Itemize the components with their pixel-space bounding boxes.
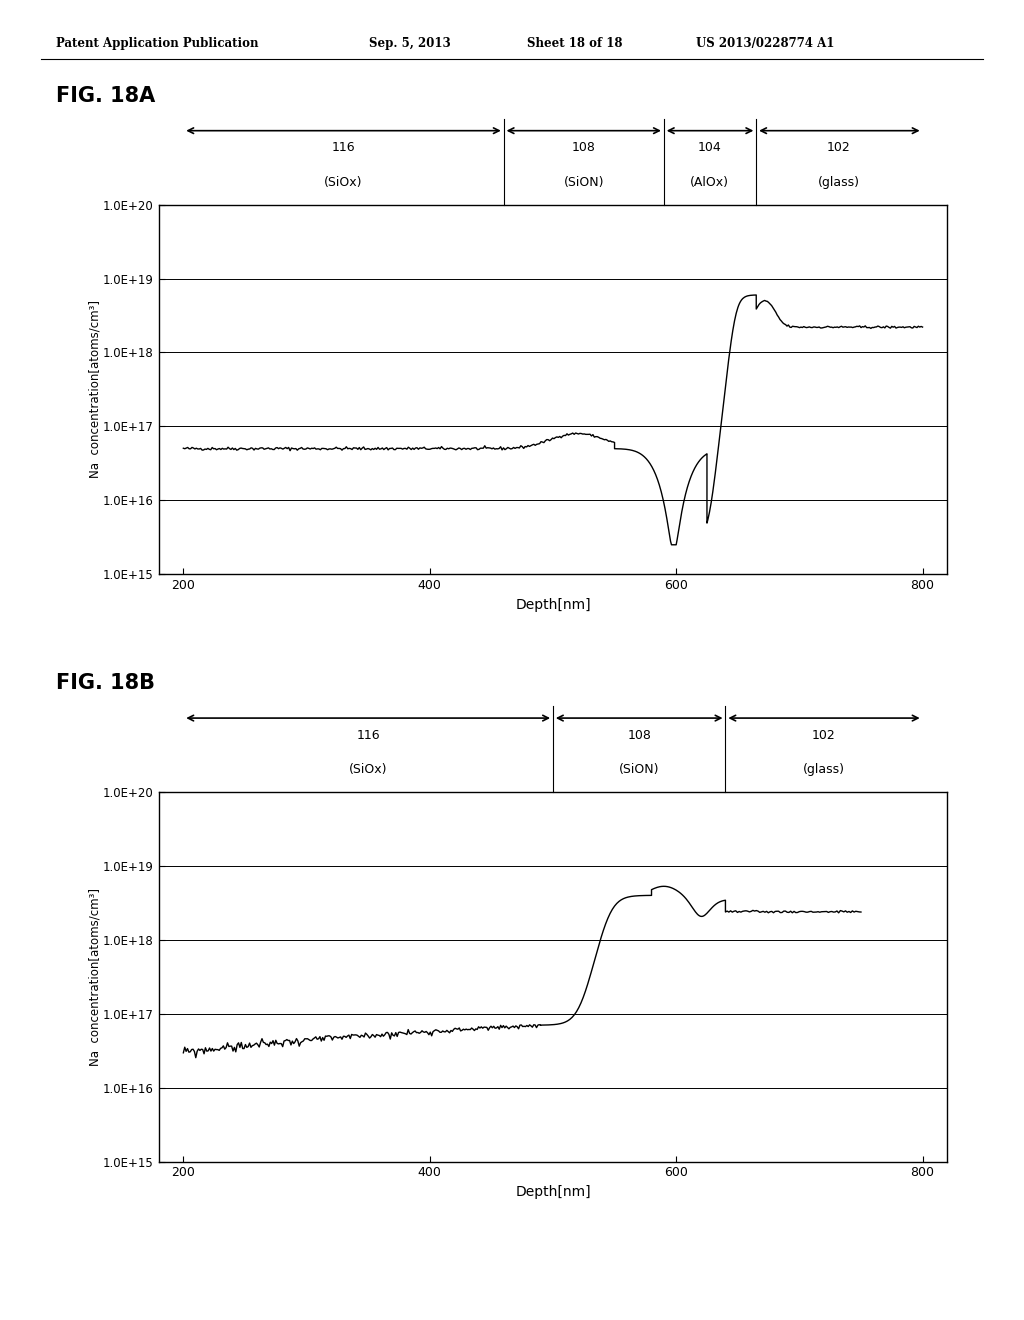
Text: (SiON): (SiON) bbox=[618, 763, 659, 776]
Text: 104: 104 bbox=[697, 141, 721, 154]
Text: (glass): (glass) bbox=[803, 763, 845, 776]
Text: Sep. 5, 2013: Sep. 5, 2013 bbox=[369, 37, 451, 50]
Text: FIG. 18A: FIG. 18A bbox=[56, 86, 156, 106]
Y-axis label: Na  concentration[atoms/cm³]: Na concentration[atoms/cm³] bbox=[89, 888, 101, 1065]
Text: (glass): (glass) bbox=[818, 176, 860, 189]
Text: (AlOx): (AlOx) bbox=[690, 176, 729, 189]
X-axis label: Depth[nm]: Depth[nm] bbox=[515, 598, 591, 611]
Text: 116: 116 bbox=[356, 729, 380, 742]
Text: Patent Application Publication: Patent Application Publication bbox=[56, 37, 259, 50]
Text: 102: 102 bbox=[827, 141, 851, 154]
Text: 108: 108 bbox=[628, 729, 651, 742]
X-axis label: Depth[nm]: Depth[nm] bbox=[515, 1185, 591, 1199]
Text: FIG. 18B: FIG. 18B bbox=[56, 673, 156, 693]
Text: Sheet 18 of 18: Sheet 18 of 18 bbox=[527, 37, 623, 50]
Y-axis label: Na  concentration[atoms/cm³]: Na concentration[atoms/cm³] bbox=[89, 301, 101, 478]
Text: 102: 102 bbox=[812, 729, 836, 742]
Text: 108: 108 bbox=[571, 141, 596, 154]
Text: US 2013/0228774 A1: US 2013/0228774 A1 bbox=[696, 37, 835, 50]
Text: 116: 116 bbox=[332, 141, 355, 154]
Text: (SiOx): (SiOx) bbox=[349, 763, 387, 776]
Text: (SiON): (SiON) bbox=[563, 176, 604, 189]
Text: (SiOx): (SiOx) bbox=[325, 176, 362, 189]
